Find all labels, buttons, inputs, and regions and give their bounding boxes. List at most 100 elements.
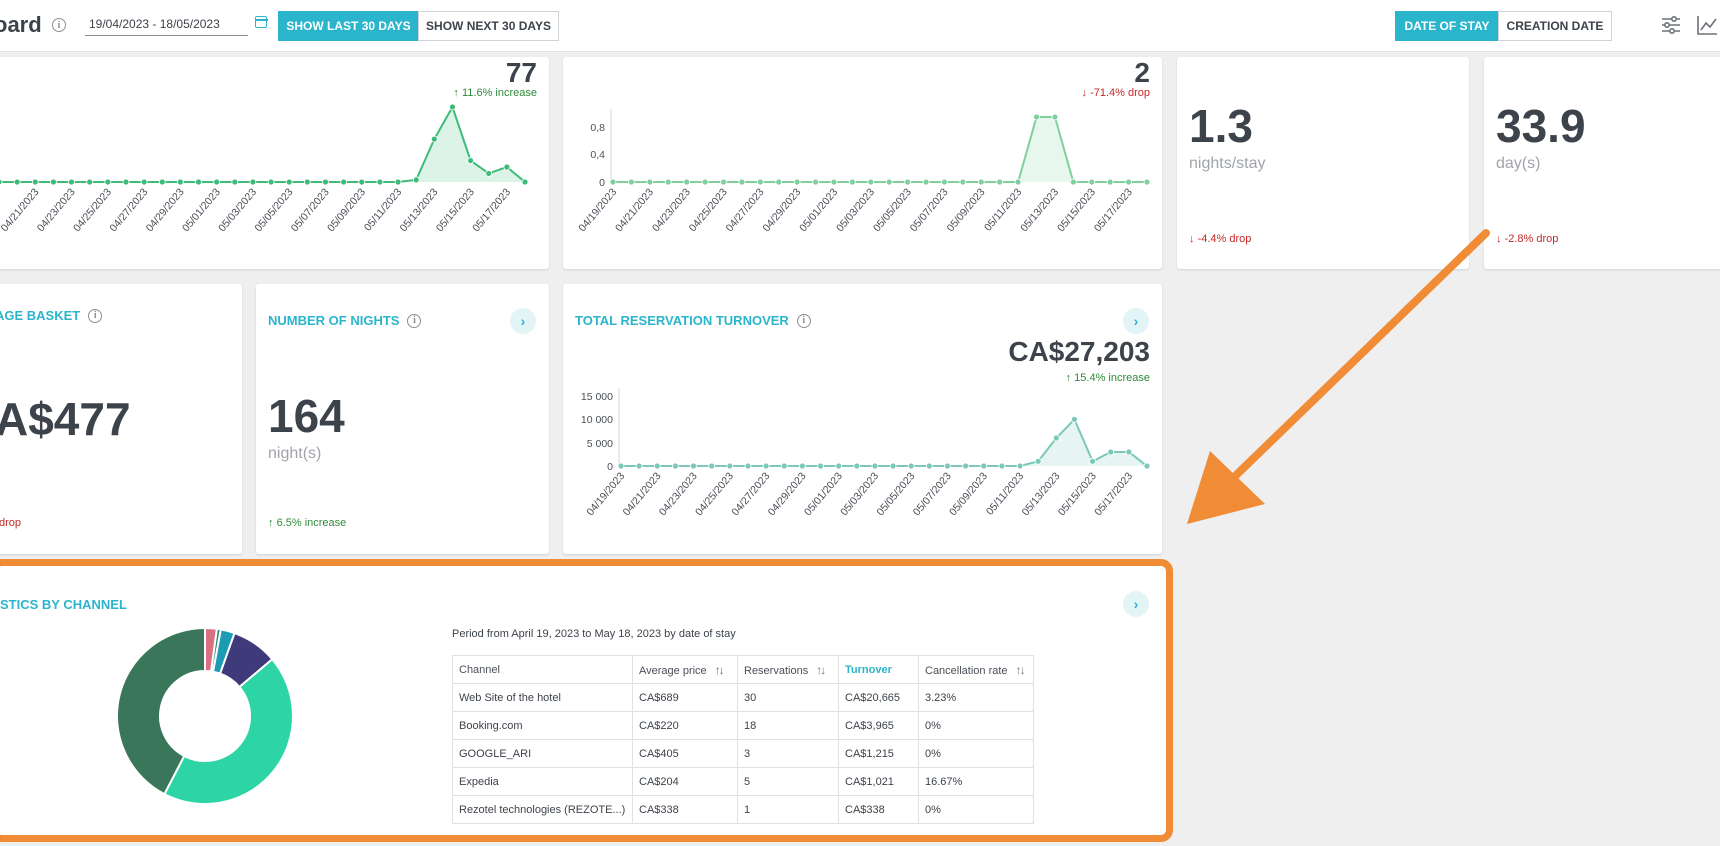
- data-point[interactable]: [0, 178, 3, 186]
- data-point[interactable]: [231, 178, 239, 186]
- data-point[interactable]: [996, 178, 1004, 186]
- data-point[interactable]: [1051, 113, 1059, 121]
- info-icon[interactable]: i: [88, 308, 103, 323]
- data-point[interactable]: [1071, 415, 1078, 423]
- data-point[interactable]: [871, 462, 879, 470]
- data-point[interactable]: [176, 178, 184, 186]
- data-point[interactable]: [430, 135, 438, 143]
- sort-icon[interactable]: ↑↓: [1015, 662, 1026, 677]
- data-point[interactable]: [1106, 178, 1114, 186]
- show-last-30-button[interactable]: SHOW LAST 30 DAYS: [278, 11, 419, 41]
- data-point[interactable]: [267, 178, 275, 186]
- data-point[interactable]: [720, 178, 727, 186]
- data-point[interactable]: [1089, 457, 1096, 465]
- data-point[interactable]: [941, 178, 948, 186]
- data-point[interactable]: [690, 462, 697, 470]
- data-point[interactable]: [1143, 462, 1151, 470]
- data-point[interactable]: [793, 178, 801, 186]
- pie-slice[interactable]: [163, 657, 294, 805]
- column-reservations[interactable]: Reservations ↑↓: [737, 655, 839, 684]
- calendar-icon[interactable]: [254, 16, 268, 28]
- statistics-details-button[interactable]: ›: [1123, 591, 1149, 617]
- data-point[interactable]: [358, 178, 366, 186]
- data-point[interactable]: [904, 178, 912, 186]
- data-point[interactable]: [664, 178, 672, 186]
- data-point[interactable]: [628, 178, 635, 186]
- data-point[interactable]: [701, 178, 709, 186]
- sort-icon[interactable]: ↑↓: [816, 662, 826, 677]
- data-point[interactable]: [907, 462, 915, 470]
- column-average-price[interactable]: Average price ↑↓: [632, 655, 738, 684]
- data-point[interactable]: [485, 170, 493, 177]
- column-cancellation-rate[interactable]: Cancellation rate ↑↓: [918, 655, 1034, 684]
- data-point[interactable]: [885, 178, 893, 186]
- data-point[interactable]: [412, 176, 420, 184]
- data-point[interactable]: [708, 462, 716, 470]
- data-point[interactable]: [812, 178, 819, 186]
- chart-toggle-icon[interactable]: [1696, 14, 1718, 36]
- data-point[interactable]: [617, 462, 625, 470]
- pie-slice[interactable]: [116, 626, 206, 796]
- date-of-stay-toggle[interactable]: DATE OF STAY: [1395, 11, 1499, 41]
- data-point[interactable]: [340, 178, 348, 186]
- data-point[interactable]: [158, 178, 166, 186]
- data-point[interactable]: [521, 178, 529, 186]
- info-icon[interactable]: i: [407, 313, 422, 328]
- data-point[interactable]: [285, 178, 293, 186]
- data-point[interactable]: [1069, 178, 1077, 186]
- data-point[interactable]: [853, 462, 861, 470]
- data-point[interactable]: [86, 178, 94, 186]
- data-point[interactable]: [762, 462, 770, 470]
- data-point[interactable]: [213, 178, 221, 186]
- data-point[interactable]: [1143, 178, 1151, 186]
- show-next-30-button[interactable]: SHOW NEXT 30 DAYS: [418, 11, 559, 41]
- data-point[interactable]: [980, 462, 988, 470]
- data-point[interactable]: [848, 178, 856, 186]
- data-point[interactable]: [922, 178, 930, 186]
- data-point[interactable]: [977, 178, 985, 186]
- filter-settings-icon[interactable]: [1660, 14, 1682, 36]
- data-point[interactable]: [867, 178, 875, 186]
- data-point[interactable]: [249, 178, 257, 186]
- data-point[interactable]: [835, 462, 843, 470]
- data-point[interactable]: [780, 462, 788, 470]
- data-point[interactable]: [683, 178, 691, 186]
- data-point[interactable]: [925, 462, 933, 470]
- data-point[interactable]: [998, 462, 1006, 470]
- data-point[interactable]: [68, 178, 75, 186]
- data-point[interactable]: [376, 178, 384, 186]
- data-point[interactable]: [1052, 434, 1060, 442]
- data-point[interactable]: [503, 163, 511, 171]
- info-icon[interactable]: i: [52, 18, 66, 32]
- data-point[interactable]: [1088, 178, 1096, 186]
- data-point[interactable]: [756, 178, 764, 186]
- data-point[interactable]: [798, 462, 806, 470]
- data-point[interactable]: [322, 178, 329, 186]
- sort-icon[interactable]: ↑↓: [714, 662, 725, 677]
- data-point[interactable]: [449, 103, 456, 111]
- data-point[interactable]: [817, 462, 824, 470]
- data-point[interactable]: [467, 157, 474, 164]
- data-point[interactable]: [195, 178, 202, 186]
- info-icon[interactable]: i: [796, 313, 811, 328]
- data-point[interactable]: [122, 178, 130, 186]
- turnover-details-button[interactable]: ›: [1123, 308, 1149, 334]
- data-point[interactable]: [830, 178, 838, 186]
- data-point[interactable]: [13, 178, 21, 186]
- date-range-input[interactable]: 19/04/2023 - 18/05/2023: [85, 13, 248, 36]
- data-point[interactable]: [609, 178, 617, 186]
- data-point[interactable]: [889, 462, 897, 470]
- data-point[interactable]: [944, 462, 951, 470]
- data-point[interactable]: [1034, 457, 1042, 465]
- data-point[interactable]: [1107, 448, 1115, 456]
- data-point[interactable]: [635, 462, 643, 470]
- data-point[interactable]: [959, 178, 967, 186]
- data-point[interactable]: [394, 178, 402, 186]
- data-point[interactable]: [646, 178, 654, 186]
- data-point[interactable]: [672, 462, 679, 470]
- data-point[interactable]: [726, 462, 734, 470]
- data-point[interactable]: [1014, 178, 1022, 186]
- data-point[interactable]: [1125, 448, 1133, 456]
- creation-date-toggle[interactable]: CREATION DATE: [1498, 11, 1612, 41]
- data-point[interactable]: [1033, 113, 1040, 121]
